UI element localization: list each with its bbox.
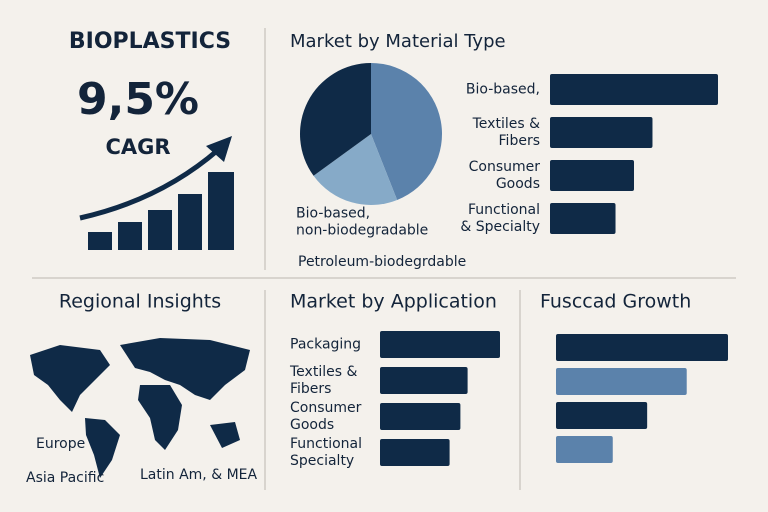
bar-label: Textiles & Fibers [289,364,357,397]
pie-label: Bio-based, non-biodegradable [296,206,428,239]
bar [550,117,653,148]
growth-icon [79,136,234,250]
section-title: Fusccad Growth [540,291,691,313]
map-label: Latin Am, & MEA [140,467,257,483]
pie-slice [371,63,442,201]
bar [380,367,468,394]
bar [556,436,613,463]
bar [380,403,461,430]
kpi-label: CAGR [105,135,170,159]
bar [550,160,634,191]
bar [550,203,616,234]
bar-label: Consumer Goods [290,400,362,433]
section-title: Regional Insights [59,291,221,313]
pie-label: Petroleum-biodegrdable [298,254,466,270]
bar-label: Consumer Goods [469,159,541,192]
section-title: Market by Application [290,291,497,313]
bar-label: Packaging [290,337,361,353]
bar [556,368,687,395]
bar-label: Functional & Specialty [460,202,540,235]
bar-label: Textiles & Fibers [472,116,540,149]
section-title: Market by Material Type [290,31,506,52]
pie-slice [313,134,398,205]
world-map [30,338,250,478]
bar [550,74,718,105]
bar-label: Functional Specialty [290,436,362,469]
kpi: 9,5% [77,74,199,125]
bar [380,439,450,466]
map-label: Europe [36,436,85,452]
title: BIOPLASTICS [69,29,231,54]
bar [380,331,500,358]
bar-label: Bio-based, [466,82,540,98]
bar [556,402,648,429]
bar [556,334,728,361]
map-label: Asia Pacific [26,470,104,486]
pie-slice [300,62,371,176]
